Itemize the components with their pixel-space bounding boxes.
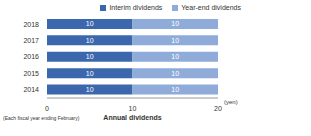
html-text:Interim dividends: Interim dividends: [109, 4, 163, 11]
svg-text:2015: 2015: [23, 70, 39, 77]
svg-text:20: 20: [214, 105, 222, 112]
svg-text:10: 10: [171, 70, 179, 77]
svg-text:10: 10: [171, 86, 179, 93]
svg-text:2018: 2018: [23, 21, 39, 28]
svg-text:10: 10: [86, 86, 94, 93]
html-text:Annual dividends: Annual dividends: [103, 114, 162, 121]
svg-text:10: 10: [86, 37, 94, 44]
svg-text:2017: 2017: [23, 37, 39, 44]
svg-text:10: 10: [129, 105, 137, 112]
html-text:Year-end dividends: Year-end dividends: [181, 4, 241, 11]
svg-text:10: 10: [86, 53, 94, 60]
svg-text:2016: 2016: [23, 53, 39, 60]
svg-text:10: 10: [86, 20, 94, 27]
svg-text:10: 10: [171, 20, 179, 27]
svg-text:10: 10: [171, 53, 179, 60]
html-text:(yen): (yen): [224, 99, 238, 105]
html-text:(Each fiscal year ending Febru: (Each fiscal year ending February): [3, 115, 80, 121]
svg-text:10: 10: [171, 37, 179, 44]
svg-text:0: 0: [45, 105, 49, 112]
svg-text:2014: 2014: [23, 86, 39, 93]
svg-text:10: 10: [86, 70, 94, 77]
